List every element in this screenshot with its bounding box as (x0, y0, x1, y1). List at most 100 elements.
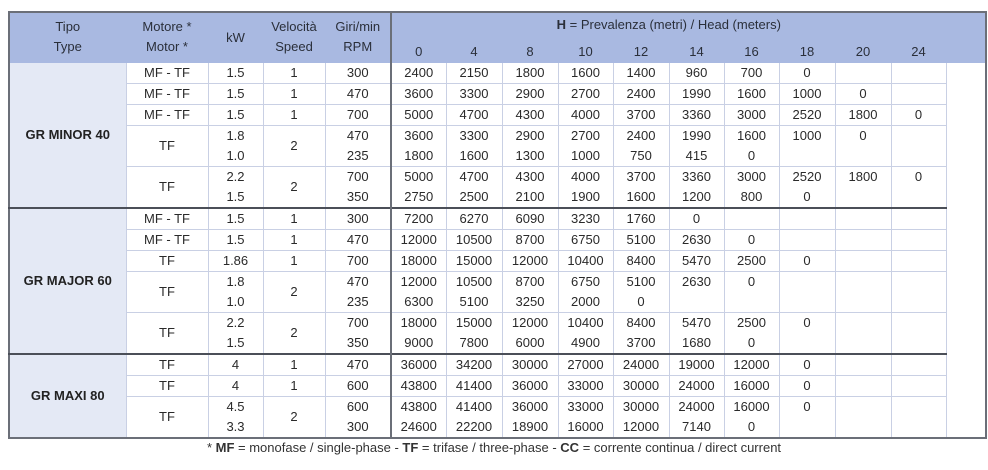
capacity-cell: 2500 0 (723, 312, 780, 355)
capacity-value: 4900 (571, 335, 600, 350)
capacity-value: 5100 (459, 294, 489, 309)
kw-value: 1.8 (226, 274, 245, 289)
capacity-value: 4300 (515, 107, 545, 122)
capacity-cell: 18000 9000 (390, 312, 447, 355)
kw-value: 1.0 (226, 148, 245, 163)
capacity-cell (890, 125, 947, 167)
capacity-cell: 3600 1800 (390, 125, 447, 167)
header-head-4: 4 (445, 35, 503, 63)
capacity-value: 2400 (404, 65, 434, 80)
capacity-value (780, 146, 834, 166)
capacity-cell: 2520 0 (778, 166, 836, 209)
capacity-cell: 6270 (445, 207, 503, 230)
capacity-value: 33000 (567, 378, 604, 393)
motor-type: TF (125, 125, 209, 167)
kw-cell: 1.5 (207, 207, 264, 230)
capacity-cell: 12000 (390, 229, 447, 251)
capacity-cell: 12000 (723, 353, 780, 376)
capacity-value: 24000 (678, 378, 715, 393)
capacity-cell: 43800 24600 (390, 396, 447, 439)
capacity-value: 16000 (567, 419, 604, 434)
capacity-cell: 0 (778, 312, 836, 355)
capacity-value: 41400 (455, 399, 493, 414)
capacity-value (725, 292, 778, 312)
capacity-value: 1600 (626, 189, 656, 204)
header-head-20: 20 (834, 35, 892, 63)
capacity-cell: 5000 2750 (390, 166, 447, 209)
capacity-cell (890, 207, 947, 230)
header-motor-en: Motor * (146, 38, 188, 54)
motor-type: TF (125, 375, 209, 397)
capacity-cell: 41400 22200 (445, 396, 503, 439)
speed-cell: 1 (262, 83, 326, 105)
model-name: GR MINOR 40 (8, 62, 127, 209)
kw-cell: 4.5 3.3 (207, 396, 264, 439)
rpm-cell: 470 235 (324, 125, 392, 167)
capacity-cell: 8400 (612, 250, 670, 272)
rpm-cell: 470 (324, 353, 392, 376)
capacity-value: 1000 (792, 128, 822, 143)
capacity-cell (890, 271, 947, 313)
header-speed-it: Velocità (271, 18, 317, 34)
capacity-cell: 960 (668, 62, 725, 84)
header-type-en: Type (53, 38, 82, 54)
capacity-value (892, 146, 945, 166)
capacity-value: 30000 (622, 378, 660, 393)
capacity-cell: 30000 (612, 375, 670, 397)
capacity-cell: 1600 0 (723, 125, 780, 167)
capacity-value: 36000 (511, 378, 549, 393)
capacity-value: 3000 (737, 107, 766, 122)
capacity-value (836, 377, 890, 396)
capacity-cell (834, 207, 892, 230)
capacity-value: 5470 (682, 253, 711, 268)
capacity-value (670, 292, 723, 312)
capacity-value: 1000 (571, 148, 600, 163)
kw-value: 2.2 (226, 169, 245, 184)
speed-cell: 2 (262, 125, 326, 167)
capacity-value: 36000 (511, 399, 549, 414)
motor-type: MF - TF (125, 229, 209, 251)
capacity-value: 2150 (459, 65, 489, 80)
capacity-value (780, 333, 834, 353)
motor-type: TF (125, 271, 209, 313)
capacity-value: 1400 (626, 65, 656, 80)
speed-cell: 1 (262, 62, 326, 84)
header-type-it: Tipo (55, 18, 81, 34)
capacity-value: 1300 (515, 148, 545, 163)
capacity-cell: 10400 (557, 250, 614, 272)
rpm-value: 700 (346, 315, 369, 330)
capacity-value (836, 397, 890, 417)
capacity-value: 19000 (678, 357, 715, 372)
header-motor-it: Motore * (142, 18, 192, 34)
header-motor: Motore * Motor * (125, 11, 209, 63)
header-head-12: 12 (612, 35, 670, 63)
kw-value: 1.5 (226, 107, 245, 122)
kw-value: 1.5 (226, 189, 245, 204)
capacity-cell: 1000 (778, 125, 836, 167)
capacity-cell (778, 271, 836, 313)
kw-value: 4.5 (226, 399, 245, 414)
capacity-cell: 10500 (445, 229, 503, 251)
capacity-cell (834, 62, 892, 84)
capacity-value: 2100 (515, 189, 545, 204)
capacity-cell: 43800 (390, 375, 447, 397)
header-kw: kW (207, 11, 264, 63)
capacity-cell: 3600 (390, 83, 447, 105)
speed-cell: 2 (262, 396, 326, 439)
capacity-value (780, 210, 834, 229)
capacity-value: 34200 (455, 357, 493, 372)
capacity-cell: 1400 (612, 62, 670, 84)
capacity-value: 4000 (571, 107, 600, 122)
kw-value: 1.5 (226, 335, 245, 350)
capacity-value (836, 231, 890, 250)
kw-cell: 1.5 (207, 83, 264, 105)
kw-value: 1.0 (226, 294, 245, 309)
capacity-cell: 2150 (445, 62, 503, 84)
rpm-cell: 470 (324, 229, 392, 251)
capacity-cell (834, 271, 892, 313)
capacity-cell: 1990 415 (668, 125, 725, 167)
capacity-value: 1800 (515, 65, 545, 80)
rpm-value: 470 (346, 86, 369, 101)
rpm-value: 470 (346, 274, 369, 289)
kw-value: 1.5 (226, 232, 245, 247)
